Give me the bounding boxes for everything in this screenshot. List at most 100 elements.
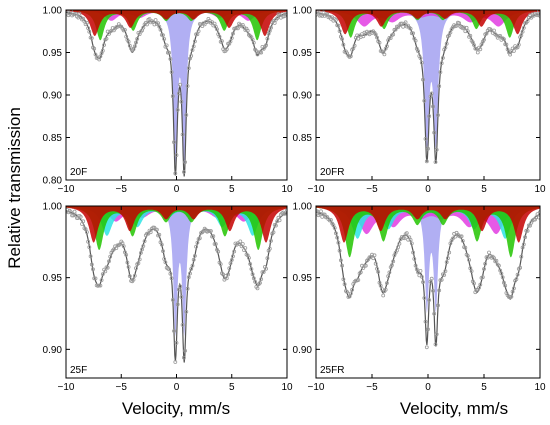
data-point [443,269,448,274]
plot-area [66,10,287,177]
data-point [356,36,361,41]
data-point [319,209,323,214]
panel-label: 25F [70,365,87,376]
data-point [519,254,524,259]
data-point [190,48,195,52]
data-point [228,261,233,266]
data-point [259,277,264,282]
data-point [105,265,110,270]
data-point [419,274,424,279]
data-point [224,47,229,52]
data-point [434,147,439,152]
data-point [350,287,355,292]
data-point [186,275,191,280]
data-point [348,54,353,59]
data-point [454,23,459,28]
x-tick-label: 0 [174,184,180,195]
data-point [336,240,341,245]
data-point [463,29,468,34]
data-point [173,360,178,364]
x-tick-label: 5 [229,184,235,195]
data-point [86,26,90,31]
data-point [99,278,104,283]
x-tick-label: −5 [366,184,378,195]
data-point [208,229,213,233]
data-point [437,288,442,293]
data-point [277,218,282,223]
data-point [92,46,97,51]
data-point [384,281,389,286]
data-point [174,153,179,158]
data-point [521,25,526,30]
panel-label: 20FR [320,167,344,178]
data-point [152,22,157,27]
data-point [432,130,437,135]
data-point [85,20,89,25]
sextet-component-3 [66,10,287,36]
data-point [142,239,147,244]
data-point [136,261,141,266]
data-point [352,43,357,48]
data-point [170,297,175,302]
data-point [345,290,350,294]
data-point [192,39,197,44]
data-point [538,210,540,215]
data-point [256,50,261,55]
data-point [504,42,509,47]
data-point [100,48,105,53]
data-point [179,99,184,104]
data-point [380,287,384,292]
data-point [212,21,217,26]
data-point [333,18,338,22]
sextet-component-4 [316,206,540,243]
data-point [157,232,162,237]
data-point [429,276,434,281]
x-tick-label: 0 [174,382,180,393]
data-point [436,303,440,308]
data-point [465,253,470,258]
data-point [492,28,496,33]
data-point [137,257,142,262]
data-point [438,70,443,74]
data-point [469,269,474,274]
panel-25fr: 0.90 0.95 1.00 −10 −5 0 5 10 25FR [293,202,546,394]
data-point [524,228,529,233]
plot-area [316,206,540,350]
data-point [229,36,234,40]
data-point [498,34,503,38]
data-point [98,283,103,288]
data-point [135,37,140,41]
y-tick-label: 0.90 [293,345,313,356]
data-point [251,40,256,45]
x-tick-label: −10 [308,382,325,393]
data-point [427,114,432,119]
data-point [72,209,77,214]
data-point [102,43,106,47]
data-point [342,282,347,287]
data-point [86,239,90,244]
data-point [125,260,130,265]
data-point [408,237,413,242]
data-point [478,282,483,287]
data-point [429,91,434,96]
doublet-component [316,10,540,149]
data-point [463,245,468,250]
data-point [472,43,476,47]
y-tick-label: 1.00 [43,202,63,213]
data-point [191,44,196,49]
data-point [453,234,458,239]
data-point [269,25,273,30]
data-point [245,28,250,33]
panels: 0.80 0.85 0.90 0.95 1.00 −10 −5 0 5 10 20F 0.85 0.90… [43,6,546,394]
data-point [355,33,360,38]
data-point [381,293,386,298]
data-point [184,309,189,314]
doublet-component [66,206,287,337]
data-point [440,56,445,60]
data-point [464,25,469,30]
data-point [167,50,172,55]
data-point [218,262,223,267]
data-point [153,18,158,22]
data-point [243,246,248,250]
